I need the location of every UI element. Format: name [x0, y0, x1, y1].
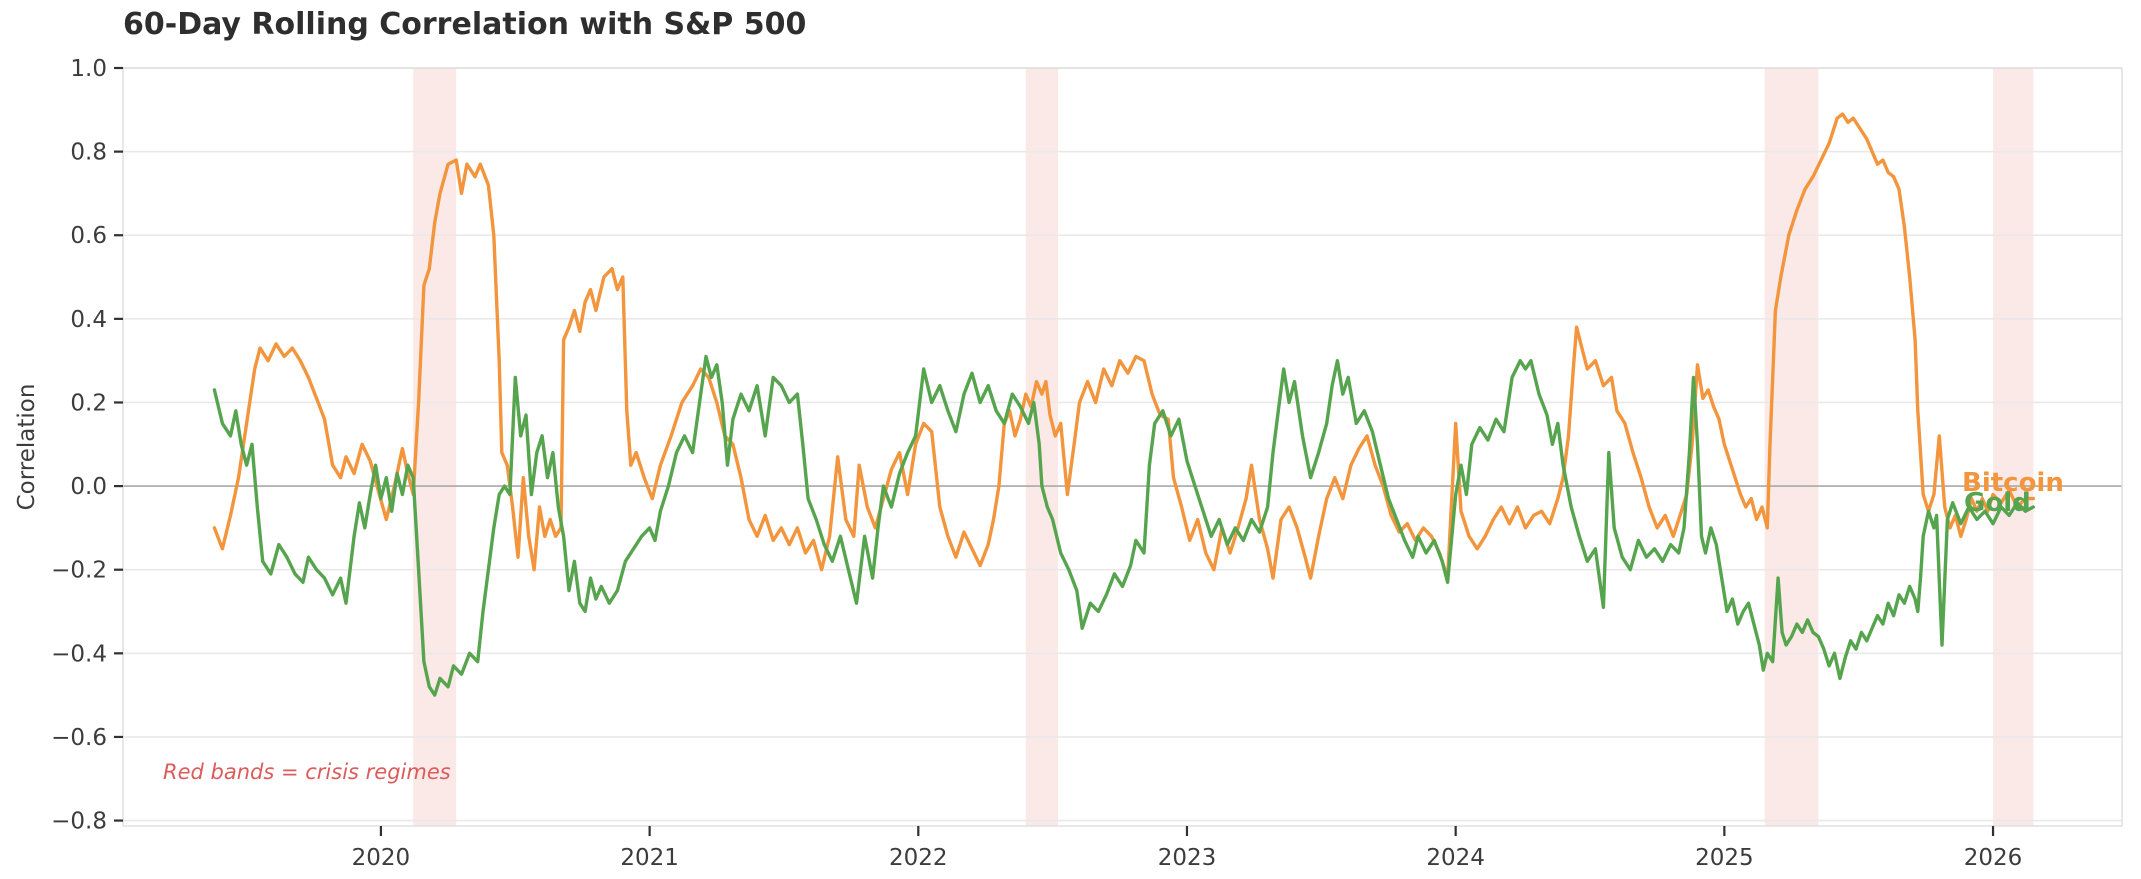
y-tick-label: 1.0 — [70, 56, 107, 82]
x-tick-label: 2020 — [352, 845, 411, 871]
crisis-bands — [413, 68, 2034, 826]
bitcoin-line-label: Bitcoin — [1962, 468, 2064, 498]
gold-line-label: Gold — [1964, 488, 2031, 518]
y-tick-label: 0.8 — [70, 140, 107, 166]
y-tick-label: −0.4 — [51, 641, 107, 667]
x-tick-label: 2024 — [1426, 845, 1485, 871]
y-tick-label: 0.4 — [70, 307, 107, 333]
y-tick-label: −0.6 — [51, 725, 107, 751]
y-tick-label: −0.2 — [51, 558, 107, 584]
crisis-annotation: Red bands = crisis regimes — [163, 760, 451, 784]
y-axis-label: Correlation — [14, 384, 40, 511]
crisis-band — [1993, 68, 2034, 826]
gold-line — [212, 354, 2035, 697]
y-tick-label: 0.0 — [70, 474, 107, 500]
plot-border — [122, 67, 2123, 827]
series-lines — [212, 112, 2035, 697]
x-tick-label: 2026 — [1964, 845, 2023, 871]
axes: 1.0 0.8 0.6 0.4 0.2 0.0 −0.2 −0.4 −0.6 −0.8 2020 20… — [51, 56, 2123, 871]
x-tick-label: 2025 — [1695, 845, 1754, 871]
crisis-band — [1025, 68, 1059, 826]
y-tick-label: −0.8 — [51, 809, 107, 835]
x-tick-label: 2021 — [620, 845, 679, 871]
y-tick-label: 0.2 — [70, 390, 107, 416]
x-tick-label: 2023 — [1158, 845, 1217, 871]
x-tick-label: 2022 — [889, 845, 948, 871]
chart-title: 60-Day Rolling Correlation with S&P 500 — [123, 7, 806, 42]
y-tick-label: 0.6 — [70, 223, 107, 249]
crisis-band — [1764, 68, 1819, 826]
bitcoin-line — [212, 112, 2035, 580]
gridlines — [123, 67, 2122, 822]
crisis-band — [413, 68, 457, 826]
